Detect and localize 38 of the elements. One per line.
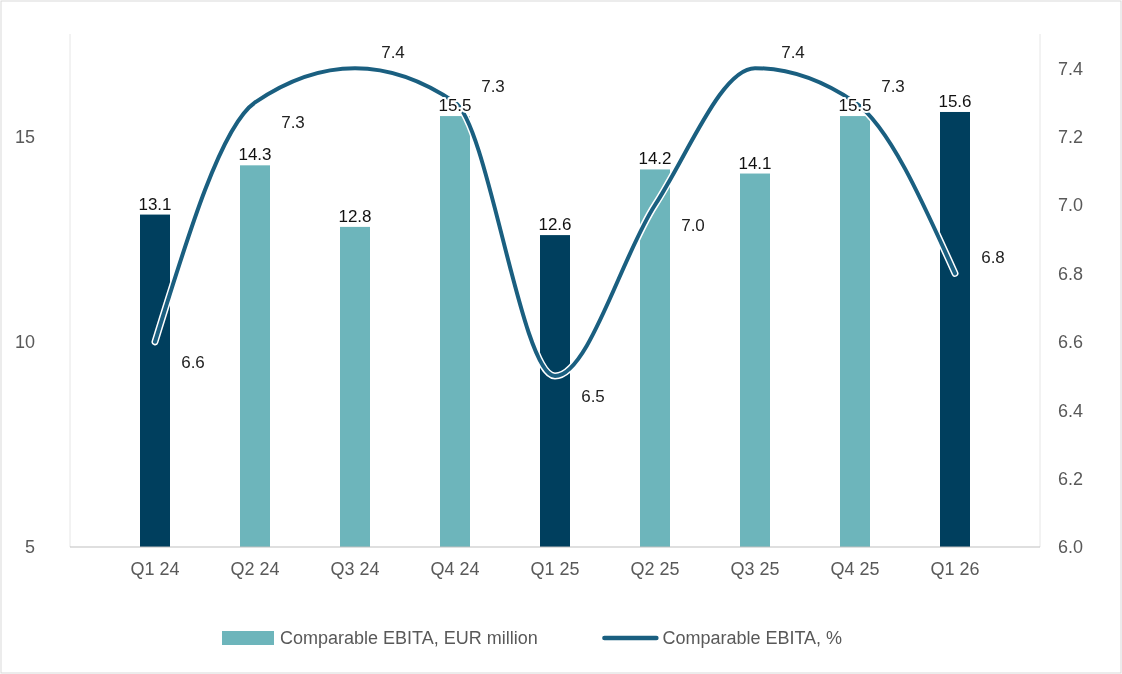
data-label: 12.6 [538,215,572,235]
y2-tick-label: 6.4 [1058,400,1084,421]
y2-tick-label: 6.0 [1058,537,1084,558]
legend-label: Comparable EBITA, EUR million [280,628,538,649]
y2-tick-label: 6.8 [1058,263,1084,284]
y2-tick-label: 7.4 [1058,58,1084,79]
y2-tick-label: 7.2 [1058,126,1084,147]
legend-label: Comparable EBITA, % [662,628,843,649]
x-tick-label: Q3 25 [730,559,780,579]
y-tick-label: 15 [14,126,35,147]
data-label: 7.4 [781,43,805,63]
data-label: 7.0 [681,216,705,235]
x-tick-label: Q1 25 [530,559,580,579]
data-label: 14.1 [738,153,772,173]
data-label: 7.3 [281,113,305,133]
data-label: 7.3 [481,77,505,97]
y-tick-label: 10 [14,332,35,353]
y2-tick-label: 6.2 [1058,468,1084,489]
data-label: 13.1 [138,194,172,214]
data-label: 6.6 [181,352,205,372]
x-tick-label: Q3 24 [330,559,380,579]
data-label: 6.8 [981,248,1005,268]
data-label: 14.2 [638,149,672,169]
data-label: 12.8 [338,206,372,226]
x-tick-label: Q1 26 [930,559,980,579]
data-label: 7.3 [881,77,905,97]
x-tick-label: Q4 24 [430,559,480,579]
data-label: 7.4 [381,43,405,63]
x-tick-label: Q2 24 [230,559,280,579]
x-tick-label: Q4 25 [830,559,880,579]
x-tick-label: Q1 24 [130,559,180,579]
y2-tick-label: 6.6 [1058,332,1084,353]
x-tick-label: Q2 25 [630,559,680,579]
data-label: 6.5 [581,387,605,406]
data-label: 14.3 [238,145,272,165]
data-label: 15.6 [938,91,972,111]
y-tick-label: 5 [24,537,35,558]
y2-tick-label: 7.0 [1058,195,1084,216]
